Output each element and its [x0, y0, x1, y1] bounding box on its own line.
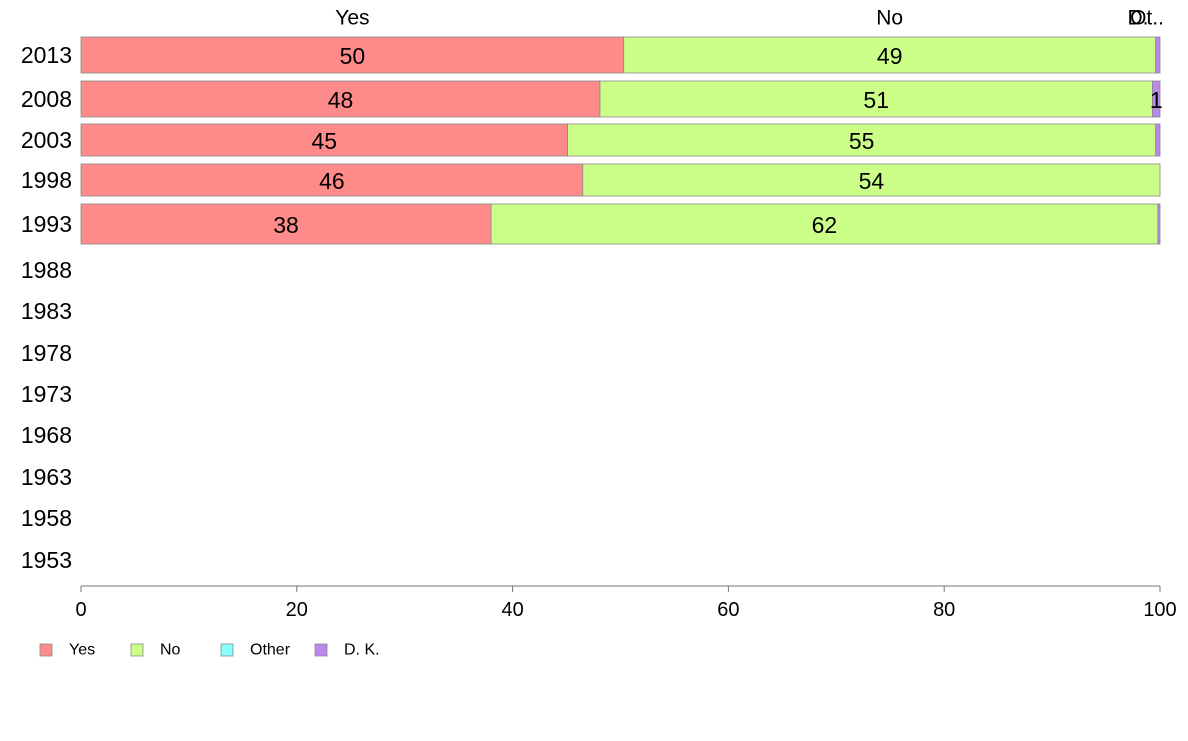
data-label: 55: [849, 128, 875, 154]
legend-label: Other: [250, 642, 291, 659]
bar-segment: [1152, 80, 1161, 118]
category-label: 1958: [21, 505, 72, 531]
category-label: 1988: [21, 257, 72, 283]
data-label: 50: [340, 43, 366, 69]
bar-segment: [80, 123, 569, 157]
data-label: 45: [312, 128, 338, 154]
bar-segment: [1157, 203, 1161, 245]
category-label: 2003: [21, 127, 72, 153]
legend-swatch: [220, 643, 234, 657]
series-top-label: No: [876, 7, 903, 30]
x-tick-label: 60: [717, 599, 739, 621]
data-label: 51: [863, 87, 889, 113]
category-label: 1953: [21, 547, 72, 573]
data-label: 38: [273, 212, 299, 238]
category-label: 2013: [21, 42, 72, 68]
bar-segment: [490, 203, 1159, 245]
category-label: 1963: [21, 464, 72, 490]
x-tick-label: 100: [1143, 599, 1176, 621]
bar-segment: [1155, 36, 1161, 74]
category-label: 1968: [21, 422, 72, 448]
bar-segment: [80, 80, 601, 118]
data-label: 46: [319, 168, 345, 194]
series-top-label: D.: [1128, 7, 1149, 30]
category-label: 1978: [21, 340, 72, 366]
category-label: 1973: [21, 381, 72, 407]
category-label: 2008: [21, 86, 72, 112]
legend-swatch: [130, 643, 144, 657]
legend-swatch: [314, 643, 328, 657]
x-tick-label: 20: [286, 599, 308, 621]
bar-segment: [582, 163, 1161, 197]
bar-segment: [623, 36, 1157, 74]
bar-segment: [567, 123, 1157, 157]
data-label: 49: [877, 43, 903, 69]
bar-segment: [80, 36, 625, 74]
category-label: 1983: [21, 298, 72, 324]
legend-label: D. K.: [344, 642, 380, 659]
category-label: 1993: [21, 211, 72, 237]
data-label: 62: [812, 212, 838, 238]
legend-swatch: [39, 643, 53, 657]
x-tick-label: 0: [75, 599, 86, 621]
bar-segment: [80, 203, 492, 245]
category-label: 1998: [21, 167, 72, 193]
data-label: 48: [328, 87, 354, 113]
x-tick-label: 40: [501, 599, 523, 621]
bar-segment: [1155, 123, 1161, 157]
bar-segment: [599, 80, 1153, 118]
series-top-label: Yes: [335, 7, 369, 30]
legend-label: Yes: [69, 642, 95, 659]
x-tick-label: 80: [933, 599, 955, 621]
bar-segment: [80, 163, 584, 197]
data-label: 54: [859, 168, 885, 194]
series-top-label: Ot..: [1130, 7, 1164, 30]
data-label: 1: [1150, 87, 1163, 113]
legend-label: No: [160, 642, 181, 659]
